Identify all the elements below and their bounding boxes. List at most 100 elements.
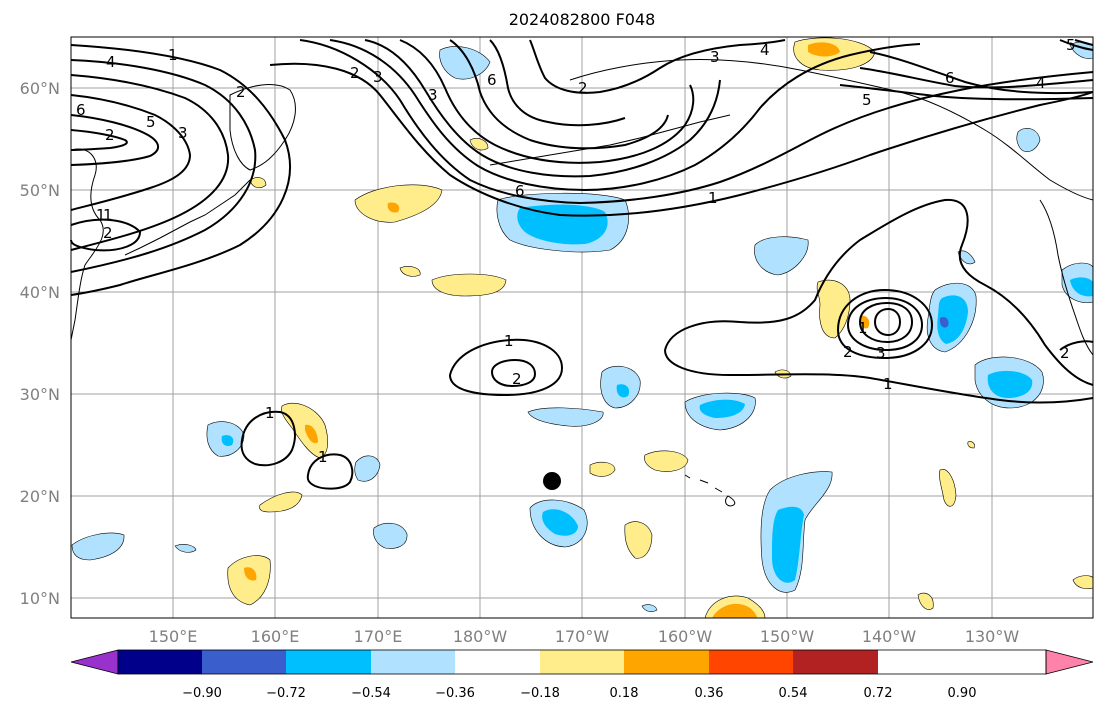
shade-neg-4c	[939, 317, 949, 328]
contour-e-4	[1059, 39, 1094, 51]
colorbar-tick-label: −0.36	[435, 686, 475, 701]
lon-label: 160°E	[251, 627, 300, 646]
shade-neg-19	[174, 544, 197, 553]
contour-label: 3	[373, 68, 383, 86]
contour-c-7	[489, 39, 626, 127]
shade-neg-1b	[517, 204, 608, 245]
lon-label: 170°E	[354, 627, 403, 646]
contour-w-6	[70, 129, 128, 151]
shade-pos-2b	[387, 202, 400, 213]
contour-label: 3	[876, 344, 886, 362]
contour-w-3	[70, 74, 230, 251]
contour-label: 1	[504, 332, 514, 350]
contour-label: 5	[146, 113, 156, 131]
shade-pos-16	[399, 266, 421, 277]
lat-label: 40°N	[20, 283, 60, 302]
colorbar-tick-label: −0.90	[182, 686, 222, 701]
shade-pos-17	[469, 138, 489, 151]
contour-e-3	[839, 84, 1094, 101]
shade-neg-11b	[221, 435, 234, 446]
shade-neg-6b	[699, 399, 745, 418]
contour-c-5	[399, 39, 695, 164]
contour-label: 1	[168, 46, 178, 64]
contour-w-1	[70, 44, 291, 296]
shade-neg-5b	[987, 370, 1033, 398]
shade-neg-20	[641, 604, 658, 612]
contour-low-b	[664, 349, 1094, 404]
contour-label: 3	[178, 124, 188, 142]
shade-pos-4b	[859, 315, 870, 329]
contour-ring-1	[836, 288, 934, 360]
lon-labels: 150°E 160°E 170°E 180°W 170°W 160°W 150°…	[149, 627, 1020, 646]
lon-label: 130°W	[965, 627, 1020, 646]
alaska-coast	[569, 58, 1094, 201]
shade-neg-18	[957, 250, 976, 265]
shade-neg-16	[1016, 127, 1041, 153]
contour-label: 1	[96, 206, 106, 224]
shade-neg-8	[527, 407, 604, 427]
lon-label: 180°W	[453, 627, 508, 646]
contour-label: 4	[760, 41, 770, 59]
shade-neg-7b	[616, 384, 630, 398]
shade-pos-4	[816, 279, 851, 339]
contour-e-2	[859, 67, 1094, 89]
contour-sw-1	[240, 410, 296, 467]
contour-label: 5	[1066, 36, 1076, 54]
contour-w-5	[70, 114, 159, 166]
contour-label: 1	[265, 404, 275, 422]
lat-label: 20°N	[20, 487, 60, 506]
hawaii-islands	[684, 474, 736, 507]
colorbar-segment	[202, 650, 286, 674]
map-frame	[70, 36, 1094, 619]
contour-se-1	[1059, 340, 1094, 351]
contour-mid-2	[490, 358, 537, 388]
contour-ring-4	[873, 307, 902, 337]
shade-pos-9	[589, 461, 616, 477]
contour-c-2	[299, 39, 1094, 205]
contour-label: 4	[1036, 74, 1046, 92]
colorbar-segment	[455, 650, 540, 674]
colorbar-tick-label: −0.18	[520, 686, 560, 701]
contour-label: 2	[578, 79, 588, 97]
colorbar-segment	[540, 650, 624, 674]
colorbar-extend-high	[1045, 649, 1094, 675]
colorbar-segment	[371, 650, 455, 674]
shade-neg-15b	[1070, 277, 1093, 297]
na-coast	[1039, 199, 1094, 356]
contour-e-1	[869, 51, 1094, 95]
contour-label: 1	[318, 448, 328, 466]
shade-pos-3	[431, 273, 507, 297]
contour-label: 1	[708, 189, 718, 207]
contours	[70, 39, 1094, 490]
colorbar-outline	[117, 649, 1047, 675]
contour-c-3	[329, 39, 921, 192]
shade-pos-6	[227, 555, 271, 606]
lat-labels: 60°N 50°N 40°N 30°N 20°N 10°N	[20, 79, 60, 608]
colorbar-segment	[624, 650, 709, 674]
shade-pos-5b	[305, 424, 318, 444]
colorbar-tick-label: 0.36	[695, 686, 724, 701]
lat-label: 10°N	[20, 589, 60, 608]
contour-sw-2	[306, 453, 354, 490]
contour-ring-2	[846, 296, 924, 352]
contour-low	[664, 198, 1094, 386]
contour-label: 2	[103, 224, 113, 242]
contour-c-8	[529, 39, 786, 94]
colorbar-segment	[709, 650, 793, 674]
colorbar-segment	[118, 650, 202, 674]
lon-label: 170°W	[555, 627, 610, 646]
colorbar-tick-label: 0.72	[864, 686, 893, 701]
shade-pos-15	[249, 177, 267, 189]
shade-pos-11b	[712, 603, 757, 618]
shade-neg-10b	[772, 506, 804, 583]
contour-c-4	[364, 39, 721, 178]
shaded-fields	[71, 37, 1094, 619]
kuril-chain	[124, 179, 251, 256]
colorbar: −0.90 −0.72 −0.54 −0.36 −0.18 0.18 0.36 …	[70, 649, 1094, 701]
contour-label: 6	[515, 182, 525, 200]
contour-label: 6	[487, 71, 497, 89]
shade-pos-2	[354, 184, 443, 223]
lon-label: 160°W	[658, 627, 713, 646]
contour-label: 3	[428, 86, 438, 104]
colorbar-segment	[286, 650, 371, 674]
